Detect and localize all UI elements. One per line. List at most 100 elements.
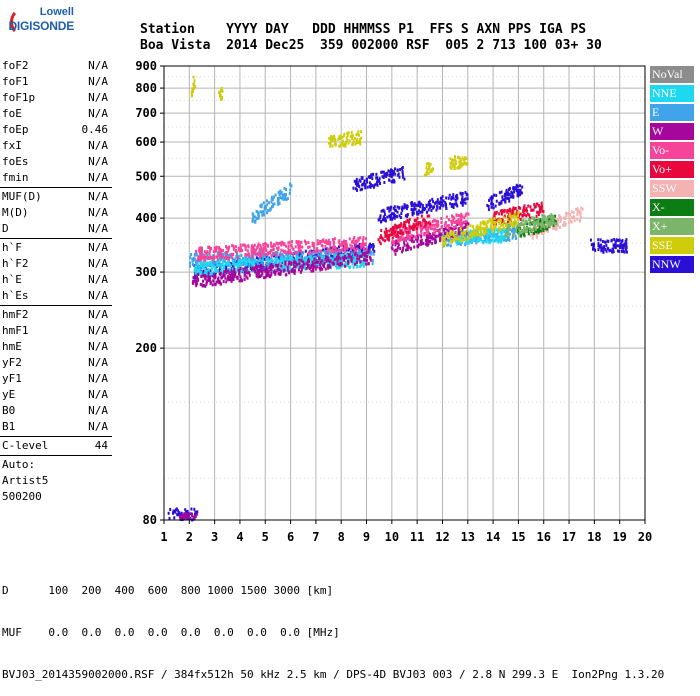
data-point-nnw (398, 175, 401, 179)
data-point-ssw (579, 213, 582, 217)
chart-legend: NoVal NNE E W Vo- Vo+ SSW X- X+ SSE NNW (650, 66, 694, 275)
data-point-w (363, 252, 366, 256)
data-point-nnw (432, 200, 435, 204)
param-name: foEs (2, 155, 29, 168)
data-point-w (312, 267, 315, 271)
data-point-sse (357, 130, 360, 134)
data-point-w (420, 234, 423, 238)
data-point-ssw (580, 206, 583, 210)
data-point-vo- (227, 249, 230, 253)
data-point-nnw (401, 169, 404, 173)
data-point-nnw (516, 190, 519, 194)
data-point-nnw (429, 199, 432, 203)
data-point-nnw (418, 200, 421, 204)
data-point-vo- (260, 246, 263, 250)
data-point-e (211, 259, 214, 263)
x-tick-label: 12 (435, 530, 449, 544)
data-point-vo- (444, 221, 447, 225)
data-point-nnw (370, 174, 373, 178)
data-point-w (457, 227, 460, 231)
data-point-x+ (508, 227, 511, 231)
data-point-x- (516, 225, 519, 229)
data-point-vo- (252, 246, 255, 250)
data-point-nnw (192, 517, 195, 521)
data-point-nne (495, 228, 498, 232)
data-point-sse (511, 224, 514, 228)
data-point-vo+ (405, 226, 408, 230)
data-point-nnw (382, 218, 385, 222)
data-point-vo- (357, 236, 360, 240)
data-point-nnw (260, 256, 263, 260)
data-point-nnw (623, 242, 626, 246)
data-point-w (363, 254, 366, 258)
data-point-vo- (221, 255, 224, 259)
data-point-w (179, 516, 182, 520)
data-point-e (262, 263, 265, 267)
data-point-sse (458, 160, 461, 164)
data-point-ssw (576, 217, 579, 221)
data-point-w (274, 272, 277, 276)
data-point-sse (219, 94, 222, 98)
data-point-w (367, 262, 370, 266)
data-point-vo- (351, 239, 354, 243)
data-point-e (266, 203, 269, 207)
data-point-nne (479, 238, 482, 242)
data-point-nnw (363, 179, 366, 183)
data-point-nnw (508, 188, 511, 192)
data-point-vo- (331, 249, 334, 253)
data-point-nnw (455, 196, 458, 200)
data-point-nne (214, 269, 217, 273)
data-point-sse (493, 216, 496, 220)
data-point-w (204, 274, 207, 278)
data-point-w (292, 270, 295, 274)
data-point-sse (504, 222, 507, 226)
data-point-nnw (193, 264, 196, 268)
data-point-nne (362, 255, 365, 259)
data-point-nnw (361, 182, 364, 186)
data-point-e (370, 252, 373, 256)
data-point-nnw (388, 173, 391, 177)
data-point-w (440, 234, 443, 238)
param-value: N/A (88, 257, 108, 270)
data-point-nnw (620, 239, 623, 243)
data-point-vo- (287, 241, 290, 245)
data-point-vo- (362, 243, 365, 247)
data-point-w (227, 277, 230, 281)
data-point-vo- (206, 250, 209, 254)
data-point-sse (517, 210, 520, 214)
data-point-w (216, 278, 219, 282)
data-point-x+ (550, 213, 553, 217)
data-point-nnw (193, 507, 196, 511)
data-point-nnw (255, 256, 258, 260)
param-name: D (2, 222, 9, 235)
data-point-nne (208, 269, 211, 273)
data-point-ssw (564, 222, 567, 226)
data-point-w (214, 283, 217, 287)
data-point-vo+ (507, 209, 510, 213)
data-point-sse (489, 225, 492, 229)
data-point-vo- (352, 247, 355, 251)
data-point-nnw (177, 509, 180, 513)
data-point-vo+ (506, 209, 509, 213)
data-point-w (245, 275, 248, 279)
data-point-ssw (572, 216, 575, 220)
data-point-w (287, 262, 290, 266)
param-row: foEs N/A (0, 154, 112, 170)
data-point-vo- (292, 247, 295, 251)
param-value: N/A (88, 308, 108, 321)
data-point-w (260, 273, 263, 277)
data-point-nne (234, 262, 237, 266)
data-point-ssw (565, 211, 568, 215)
data-point-sse (331, 135, 334, 139)
data-point-vo- (455, 221, 458, 225)
data-point-nnw (389, 217, 392, 221)
data-point-vo- (326, 241, 329, 245)
data-point-vo+ (539, 210, 542, 214)
data-point-nnw (390, 175, 393, 179)
data-point-w (310, 263, 313, 267)
data-point-vo- (463, 216, 466, 220)
data-point-nnw (456, 196, 459, 200)
data-point-vo+ (535, 214, 538, 218)
data-point-sse (351, 137, 354, 141)
data-point-w (233, 268, 236, 272)
